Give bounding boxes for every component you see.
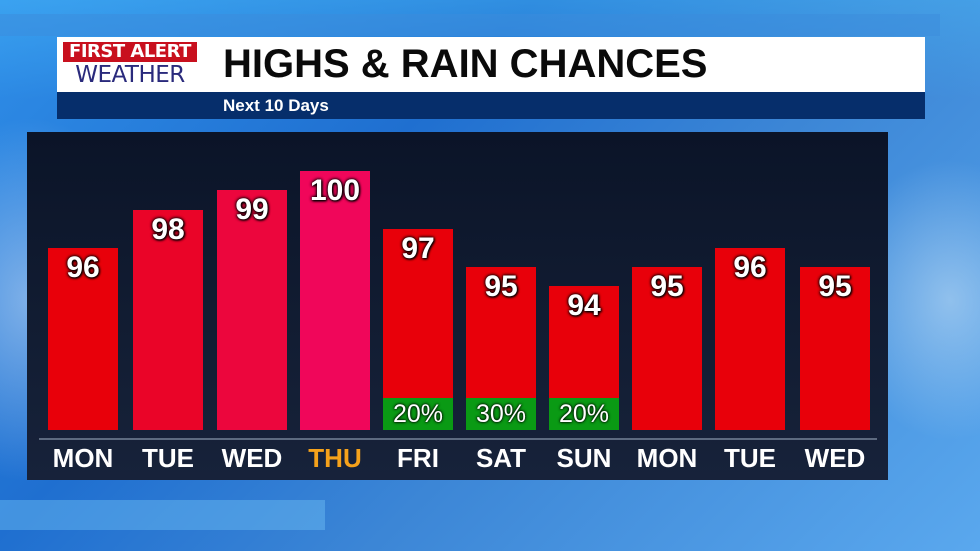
rain-chance-badge: 30% bbox=[466, 398, 536, 430]
day-label: FRI bbox=[397, 443, 439, 473]
logo-weather: WEATHER bbox=[75, 62, 185, 88]
temp-bar-mon-0: 96 bbox=[48, 248, 118, 430]
temp-value: 95 bbox=[818, 270, 852, 303]
temp-value: 95 bbox=[650, 270, 684, 303]
day-label: WED bbox=[804, 443, 866, 473]
temp-value: 98 bbox=[151, 213, 185, 246]
temp-bar-sun-6: 94 20% bbox=[549, 286, 619, 430]
subtitle: Next 10 Days bbox=[223, 96, 329, 115]
temp-bar-wed-2: 99 bbox=[217, 190, 287, 430]
chart-baseline bbox=[39, 438, 877, 440]
logo-first-alert: FIRST ALERT bbox=[63, 42, 197, 62]
day-label: SAT bbox=[475, 443, 527, 473]
day-label: SUN bbox=[556, 443, 612, 473]
temp-value: 94 bbox=[567, 289, 601, 322]
day-label: MON bbox=[636, 443, 698, 473]
day-label: TUE bbox=[724, 443, 776, 473]
subtitle-bar: Next 10 Days bbox=[57, 92, 925, 119]
day-label: WED bbox=[221, 443, 283, 473]
day-label: THU bbox=[308, 443, 362, 473]
temp-value: 95 bbox=[484, 270, 518, 303]
chart-panel: 96 MON 98 TUE 99 WED 100 THU 97 20% FRI 95 30% SAT 94 2… bbox=[27, 132, 888, 480]
temp-value: 99 bbox=[235, 193, 269, 226]
temp-bar-mon-7: 95 bbox=[632, 267, 702, 430]
temp-value: 100 bbox=[309, 174, 361, 207]
temp-value: 96 bbox=[66, 251, 100, 284]
temp-bar-sat-5: 95 30% bbox=[466, 267, 536, 430]
temp-bar-wed-9: 95 bbox=[800, 267, 870, 430]
day-label: TUE bbox=[142, 443, 194, 473]
temp-bar-tue-8: 96 bbox=[715, 248, 785, 430]
rain-chance-badge: 20% bbox=[549, 398, 619, 430]
page-title: HIGHS & RAIN CHANCES bbox=[223, 42, 708, 86]
temp-bar-tue-1: 98 bbox=[133, 210, 203, 430]
first-alert-weather-logo: FIRST ALERT WEATHER bbox=[63, 42, 197, 88]
temp-value: 96 bbox=[733, 251, 767, 284]
temp-value: 97 bbox=[401, 232, 435, 265]
background-strip-top bbox=[0, 14, 940, 36]
rain-chance-badge: 20% bbox=[383, 398, 453, 430]
temp-bar-fri-4: 97 20% bbox=[383, 229, 453, 430]
temp-bar-thu-3: 100 bbox=[300, 171, 370, 430]
title-header: FIRST ALERT WEATHER HIGHS & RAIN CHANCES bbox=[57, 37, 925, 92]
background-strip-bottom bbox=[0, 500, 325, 530]
day-label: MON bbox=[52, 443, 114, 473]
